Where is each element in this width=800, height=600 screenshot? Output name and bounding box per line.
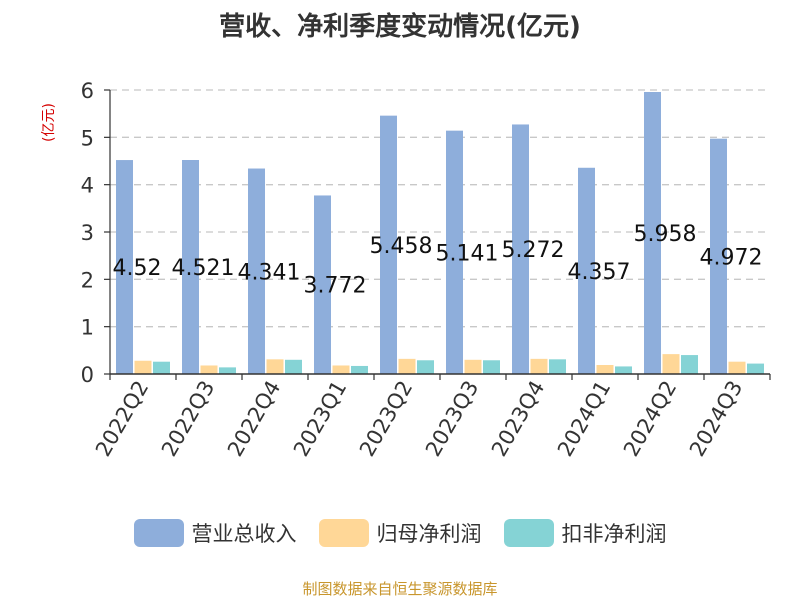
data-label: 5.458 [370,234,433,259]
bar [662,354,680,374]
data-label: 4.357 [568,260,631,285]
bar [512,124,529,374]
bar [615,366,632,374]
bar [417,360,434,374]
legend-label-revenue: 营业总收入 [191,522,297,546]
data-label: 4.341 [238,260,301,285]
bar [134,360,152,374]
x-tick-label: 2022Q4 [223,377,285,461]
bar [200,365,218,374]
y-tick-label: 5 [81,126,94,150]
bar [219,367,236,374]
bar [464,359,482,374]
bar [596,365,614,374]
x-tick-label: 2023Q3 [421,377,483,461]
x-tick-label: 2024Q2 [619,377,681,461]
legend-item-net-profit[interactable]: 归母净利润 [318,518,482,548]
bar [351,365,368,374]
y-tick-label: 3 [81,221,94,245]
data-label: 4.52 [113,256,162,281]
bar [380,115,397,374]
legend: 营业总收入 归母净利润 扣非净利润 [0,518,800,548]
data-label: 4.521 [172,256,235,281]
legend-swatch-net-profit [318,519,369,547]
bar [285,359,302,374]
x-tick-label: 2022Q2 [91,377,153,461]
bar [681,355,698,374]
bar [728,361,746,374]
bar [266,359,284,374]
bar [153,361,170,374]
bar [314,195,331,374]
y-tick-label: 0 [81,363,94,387]
x-tick-label: 2023Q4 [487,377,549,461]
bar [483,360,500,374]
data-source-note: 制图数据来自恒生聚源数据库 [302,580,498,598]
y-tick-label: 2 [81,268,94,292]
x-tick-label: 2024Q1 [553,377,615,461]
y-tick-label: 1 [81,316,94,340]
bar [644,91,661,374]
bar [549,359,566,374]
legend-item-revenue[interactable]: 营业总收入 [133,518,297,548]
legend-label-deducted-profit: 扣非净利润 [561,522,667,546]
bar [182,160,199,374]
data-label: 5.958 [634,222,697,247]
bar [710,138,727,374]
legend-swatch-revenue [133,519,184,547]
data-label: 5.141 [436,241,499,266]
data-label: 3.772 [304,274,367,299]
bar [332,365,350,374]
x-tick-label: 2023Q1 [289,377,351,461]
data-label: 4.972 [700,245,763,270]
x-tick-label: 2024Q3 [685,377,747,461]
bar [116,160,133,374]
bar [747,363,764,374]
data-label: 5.272 [502,238,565,263]
chart-title: 营收、净利季度变动情况(亿元) [219,12,581,42]
legend-swatch-deducted-profit [503,519,554,547]
bar [398,358,416,374]
y-tick-label: 6 [81,79,94,103]
bar [248,168,265,374]
bar [578,167,595,374]
bar [530,358,548,374]
x-tick-label: 2022Q3 [157,377,219,461]
legend-label-net-profit: 归母净利润 [376,522,482,546]
legend-item-deducted-profit[interactable]: 扣非净利润 [503,518,667,548]
x-tick-label: 2023Q2 [355,377,417,461]
bar [446,130,463,374]
y-tick-label: 4 [81,174,94,198]
